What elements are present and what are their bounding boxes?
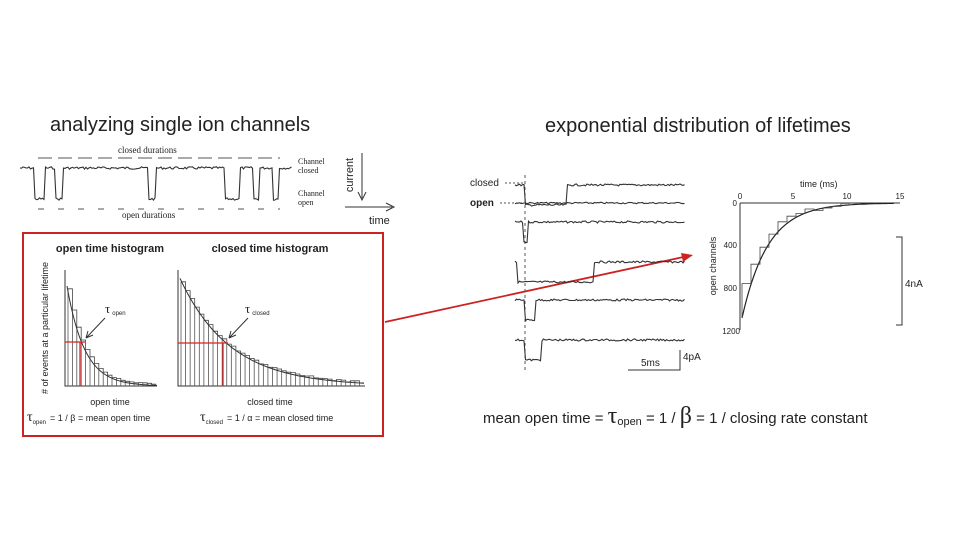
- subscript: open: [33, 420, 46, 426]
- scale-bar: [628, 350, 681, 371]
- text: = 1 / closing rate constant: [692, 410, 868, 427]
- subscript: open: [112, 311, 125, 317]
- axis-label: open channels: [708, 236, 718, 295]
- trace: [514, 219, 685, 244]
- tick-label: 1200: [722, 327, 740, 336]
- text: = 1 /: [642, 410, 680, 427]
- axis-label: open time: [90, 397, 130, 407]
- pointer: [228, 317, 249, 339]
- scale-label: 4pA: [683, 352, 701, 363]
- fit-curve: [66, 285, 158, 386]
- scale-label: 5ms: [641, 358, 660, 369]
- formula: τclosed = 1 / α = mean closed time: [200, 410, 333, 426]
- symbol: β: [680, 403, 692, 429]
- tick-label: 0: [733, 199, 738, 208]
- axis-label: time (ms): [800, 179, 838, 189]
- text: = 1 / α = mean closed time: [227, 413, 333, 423]
- histogram-title: closed time histogram: [212, 243, 329, 255]
- trace: [514, 183, 685, 207]
- axis-label: current: [344, 158, 356, 192]
- subscript: open: [617, 416, 641, 428]
- channel-traces: [514, 183, 685, 362]
- arrowhead: [357, 191, 367, 202]
- histogram-outline: [68, 288, 156, 385]
- label: open durations: [122, 210, 176, 220]
- tau-label: τ closed: [245, 301, 270, 317]
- lifetime-curve: [741, 202, 895, 319]
- axis-label: closed time: [247, 397, 293, 407]
- symbol: τ: [200, 410, 206, 425]
- axis-label: # of events at a particular lifetime: [40, 262, 50, 394]
- arrowhead: [681, 253, 693, 262]
- tick-label: 400: [724, 241, 738, 250]
- axis: [177, 270, 365, 387]
- tick-label: 15: [896, 192, 905, 201]
- tick-label: 800: [724, 284, 738, 293]
- label: Channel: [298, 157, 325, 166]
- label: closed: [298, 166, 318, 175]
- fit-curve: [741, 202, 895, 319]
- trace: [19, 166, 292, 202]
- highlight-box: [22, 232, 384, 437]
- label: Channel: [298, 189, 325, 198]
- formula: τopen = 1 / β = mean open time: [27, 410, 150, 426]
- title: analyzing single ion channels: [50, 114, 310, 136]
- symbol: τ: [245, 301, 250, 316]
- label: open: [470, 198, 494, 209]
- axis: [64, 270, 157, 387]
- subscript: closed: [206, 420, 223, 426]
- fit-curve: [179, 278, 365, 384]
- label: open: [298, 198, 314, 207]
- text: mean open time =: [483, 410, 608, 427]
- label: closed durations: [118, 145, 177, 155]
- text: = 1 / β = mean open time: [50, 413, 150, 423]
- subscript: closed: [252, 311, 269, 317]
- step-histogram: [741, 202, 850, 318]
- scale-label: 4nA: [905, 279, 923, 290]
- trace: [514, 338, 685, 362]
- tick-label: 5: [791, 192, 796, 201]
- title: exponential distribution of lifetimes: [545, 115, 851, 137]
- tick-label: 10: [843, 192, 852, 201]
- axis-label: time: [369, 215, 390, 227]
- trace: [514, 260, 685, 285]
- tau-label: τ open: [105, 301, 126, 317]
- symbol: τ: [27, 410, 33, 425]
- histograms: [64, 270, 365, 387]
- histogram-title: open time histogram: [56, 243, 164, 255]
- pointer: [85, 317, 106, 339]
- symbol: τ: [105, 301, 110, 316]
- trace: [514, 201, 685, 205]
- channel-trace: [19, 166, 292, 202]
- label: closed: [470, 178, 499, 189]
- tick-label: 0: [738, 192, 743, 201]
- connector-arrow: [384, 255, 689, 323]
- trace: [514, 298, 685, 323]
- scale-bar: [896, 236, 903, 326]
- symbol: τ: [608, 403, 618, 429]
- formula: mean open time = τopen = 1 / β = 1 / clo…: [483, 403, 868, 429]
- arrowhead: [385, 202, 396, 212]
